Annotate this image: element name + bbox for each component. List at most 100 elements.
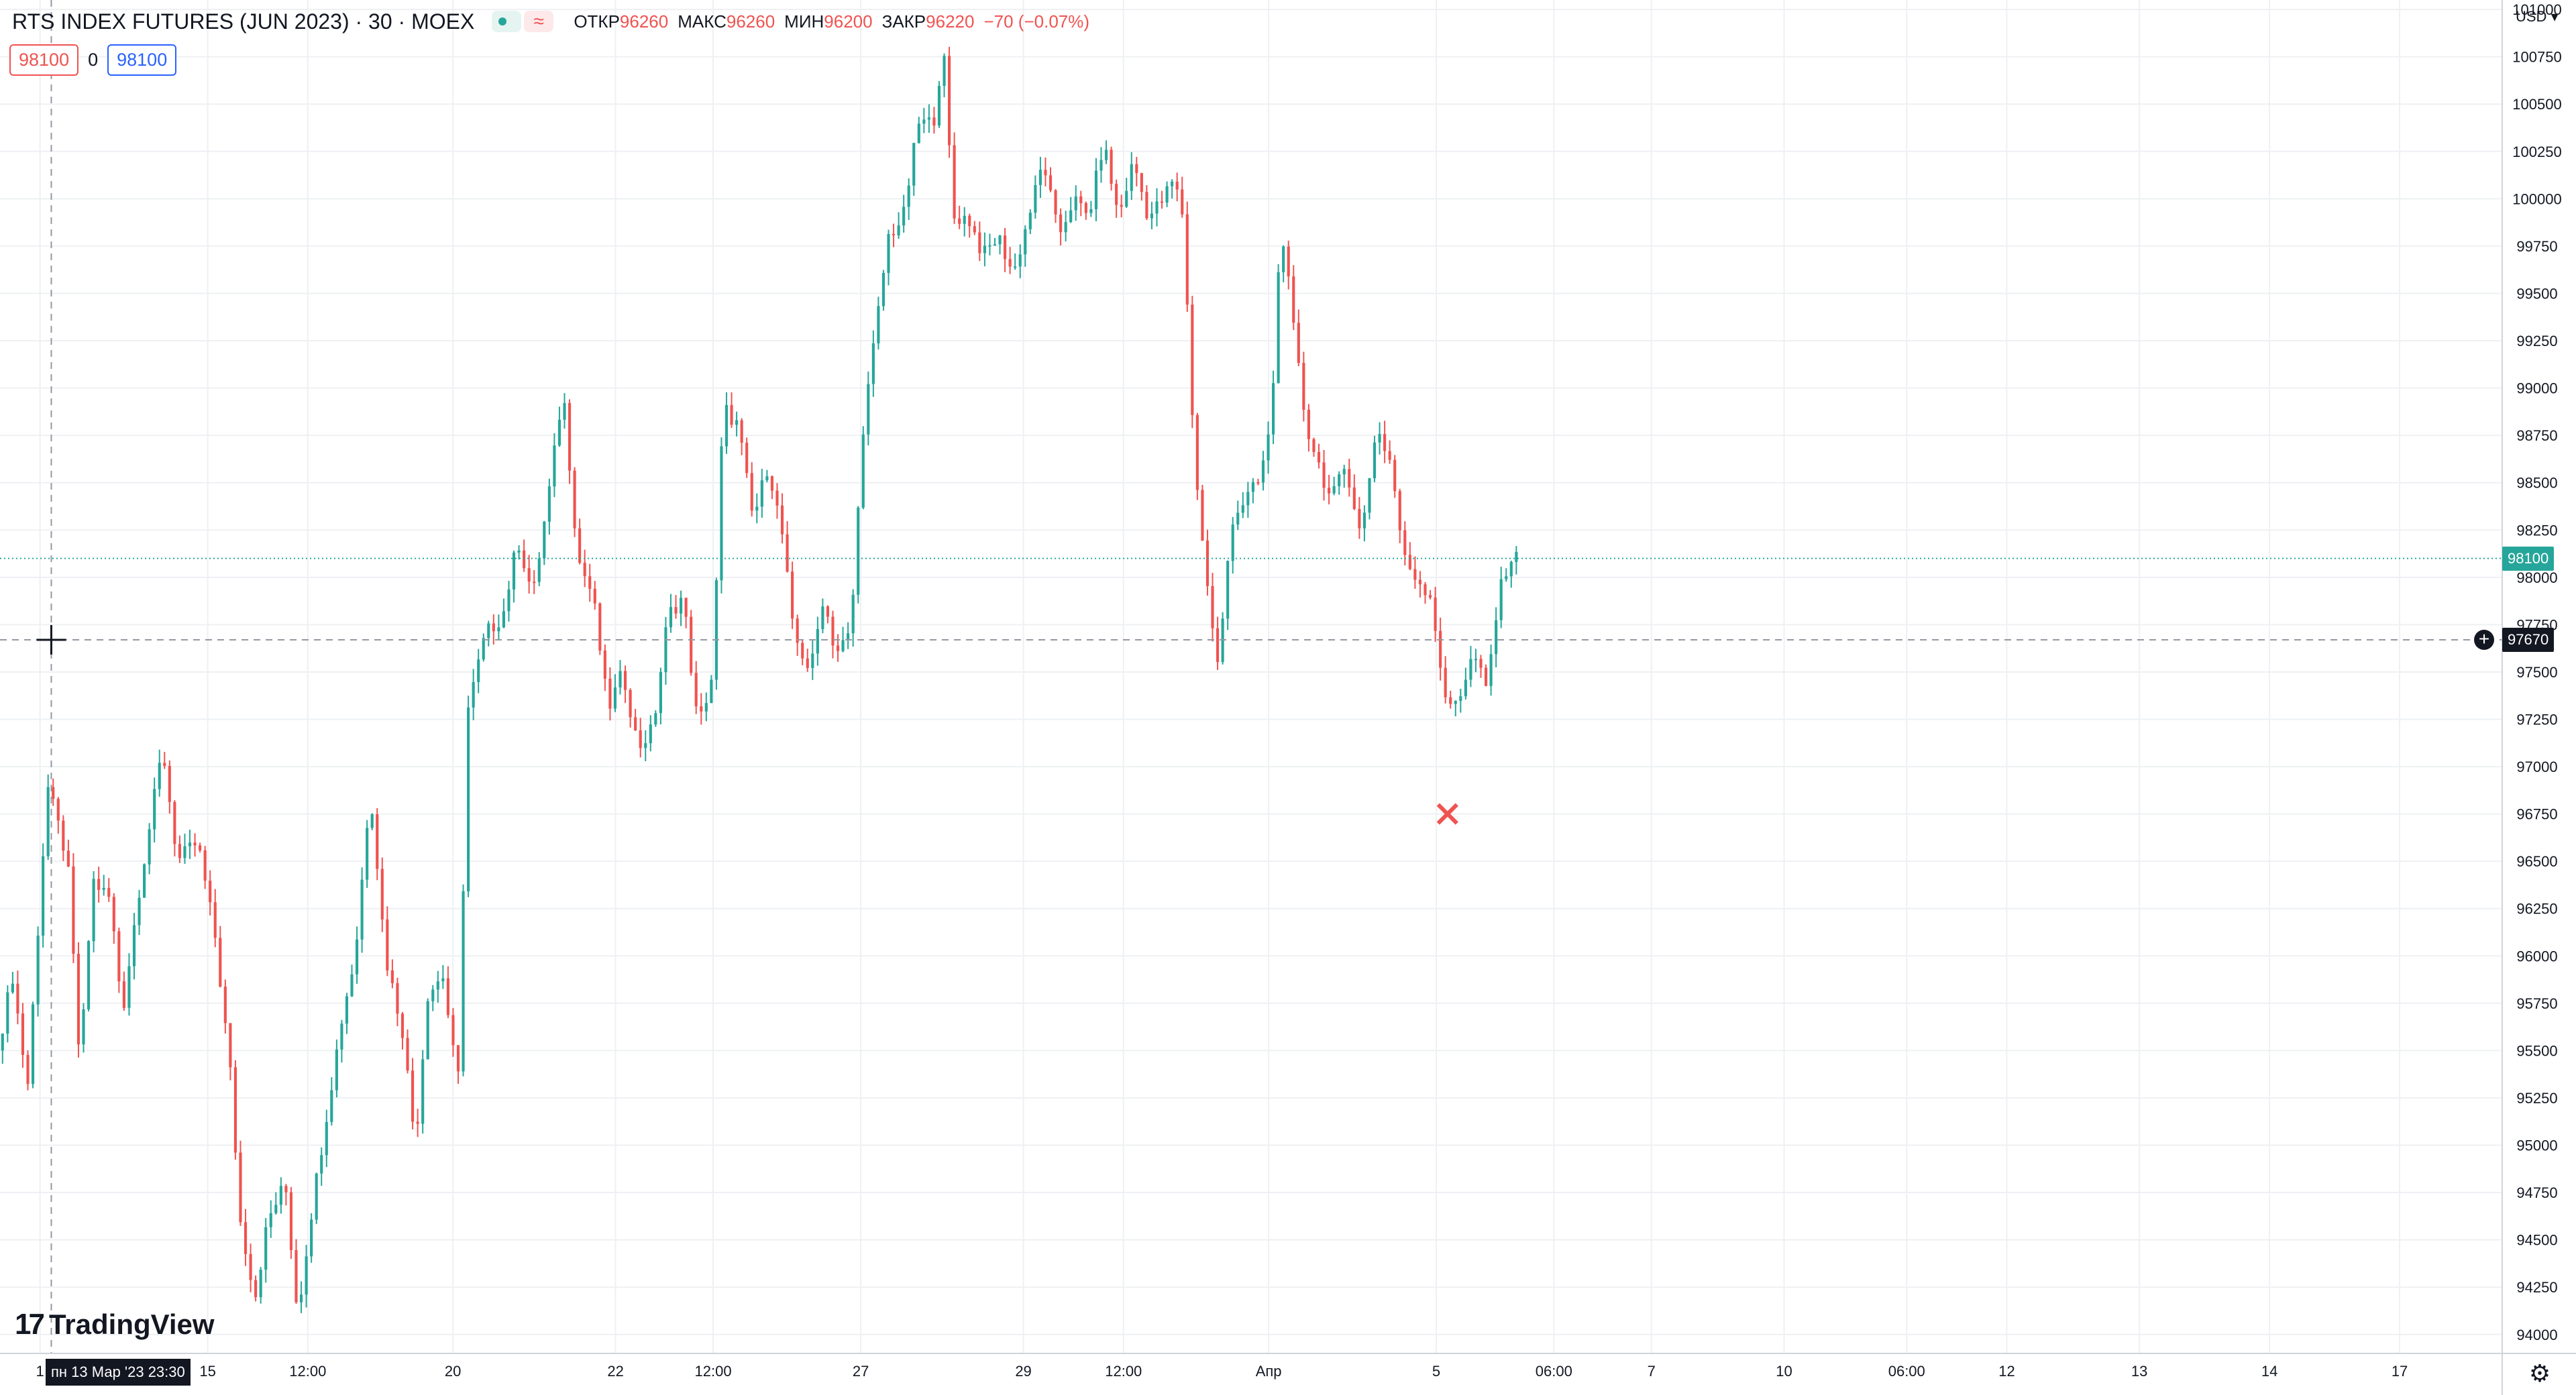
candle-body <box>259 1270 262 1298</box>
candle-body <box>26 1054 30 1084</box>
candle-body <box>1393 459 1397 492</box>
candle-body <box>760 480 763 507</box>
candle-body <box>1261 460 1265 483</box>
candle-body <box>1362 512 1366 528</box>
candle-body <box>724 404 729 447</box>
candle-body <box>958 218 961 224</box>
candle-body <box>750 473 753 511</box>
price-tick-label: 98250 <box>2516 522 2557 539</box>
candle-body <box>1155 201 1159 214</box>
candle-body <box>1413 569 1417 580</box>
candle-body <box>623 671 627 690</box>
open-label: ОТКР <box>574 11 620 32</box>
candle-body <box>953 145 956 219</box>
plus-circle-icon[interactable]: + <box>2474 629 2494 650</box>
trade-buttons: 98100 0 98100 <box>9 43 177 76</box>
candle-body <box>36 936 40 1005</box>
candle-body <box>871 343 875 384</box>
candle-body <box>1352 487 1356 509</box>
candle-body <box>993 244 997 246</box>
candle-body <box>482 638 485 660</box>
candle-body <box>380 869 384 919</box>
price-tick-label: 97250 <box>2516 712 2557 728</box>
candle-body <box>1150 213 1154 219</box>
candle-body <box>1449 697 1452 704</box>
currency-selector[interactable]: USD ▾ <box>2516 8 2559 25</box>
candle-body <box>1241 505 1244 513</box>
candle-body <box>1515 551 1518 562</box>
candle-body <box>1328 488 1331 494</box>
candle-body <box>416 1121 419 1124</box>
candle-body <box>694 673 698 707</box>
candle-body <box>1236 512 1240 525</box>
candle-body <box>1373 442 1377 479</box>
symbol-title[interactable]: RTS INDEX FUTURES (JUN 2023) · 30 · MOEX <box>12 9 475 34</box>
candle-body <box>740 420 743 443</box>
candle-body <box>517 550 521 553</box>
candle-body <box>213 902 217 938</box>
time-tick-label: 06:00 <box>1536 1363 1572 1380</box>
candle-body <box>1211 585 1214 628</box>
candle-body <box>1272 383 1275 435</box>
candle-body <box>1297 323 1300 364</box>
time-tick-label: 12:00 <box>289 1363 326 1380</box>
candle-body <box>639 730 642 748</box>
candle-body <box>831 616 835 646</box>
candle-body <box>593 588 596 604</box>
candle-body <box>178 844 181 858</box>
candle-body <box>6 992 9 1034</box>
spread-value: 0 <box>88 49 99 70</box>
candle-body <box>988 245 991 247</box>
candle-body <box>1160 201 1164 203</box>
candle-body <box>411 1070 415 1122</box>
candle-body <box>613 687 617 709</box>
candle-body <box>943 56 946 87</box>
candle-body <box>583 563 586 577</box>
candle-body <box>426 1001 429 1060</box>
candle-body <box>902 207 906 226</box>
candle-body <box>684 598 688 617</box>
low-value: 96200 <box>824 11 873 32</box>
price-tick-label: 94500 <box>2516 1232 2557 1249</box>
candle-body <box>1104 150 1108 160</box>
crosshair-time-badge: пн 13 Мар '23 23:30 <box>46 1359 191 1386</box>
buy-button[interactable]: 98100 <box>107 44 177 76</box>
candle-body <box>1428 595 1432 598</box>
tradingview-logo[interactable]: 17 TradingView <box>15 1308 215 1341</box>
candle-body <box>674 607 678 614</box>
price-tick-label: 97000 <box>2516 759 2557 775</box>
candle-body <box>1201 490 1204 541</box>
sell-button[interactable]: 98100 <box>9 44 79 76</box>
candle-body <box>264 1227 268 1270</box>
candle-body <box>867 384 870 435</box>
candle-body <box>523 550 526 569</box>
candle-body <box>937 86 941 126</box>
candle-body <box>1034 184 1037 213</box>
candle-body <box>249 1253 252 1280</box>
candle-body <box>284 1186 288 1192</box>
gear-icon[interactable]: ⚙ <box>2528 1359 2551 1387</box>
candle-body <box>340 1023 343 1050</box>
candle-body <box>219 938 222 987</box>
price-tick-label: 100250 <box>2512 144 2561 160</box>
candle-body <box>1231 524 1234 561</box>
candle-body <box>1307 410 1310 439</box>
candle-body <box>1256 482 1260 484</box>
candle-body <box>512 552 516 590</box>
candle-body <box>345 996 349 1024</box>
candle-body <box>16 983 19 1014</box>
candle-body <box>1403 530 1407 555</box>
candle-body <box>836 645 840 651</box>
candle-body <box>1474 659 1478 661</box>
candle-body <box>1074 196 1077 211</box>
price-tick-label: 95000 <box>2516 1137 2557 1154</box>
candle-body <box>1287 246 1290 277</box>
candle-body <box>826 606 830 617</box>
candle-body <box>1454 701 1457 704</box>
candle-body <box>533 581 536 583</box>
market-status-icon[interactable] <box>492 11 522 32</box>
wave-icon[interactable]: ≈ <box>524 11 554 32</box>
candle-body <box>796 618 799 643</box>
candle-body <box>477 659 480 682</box>
